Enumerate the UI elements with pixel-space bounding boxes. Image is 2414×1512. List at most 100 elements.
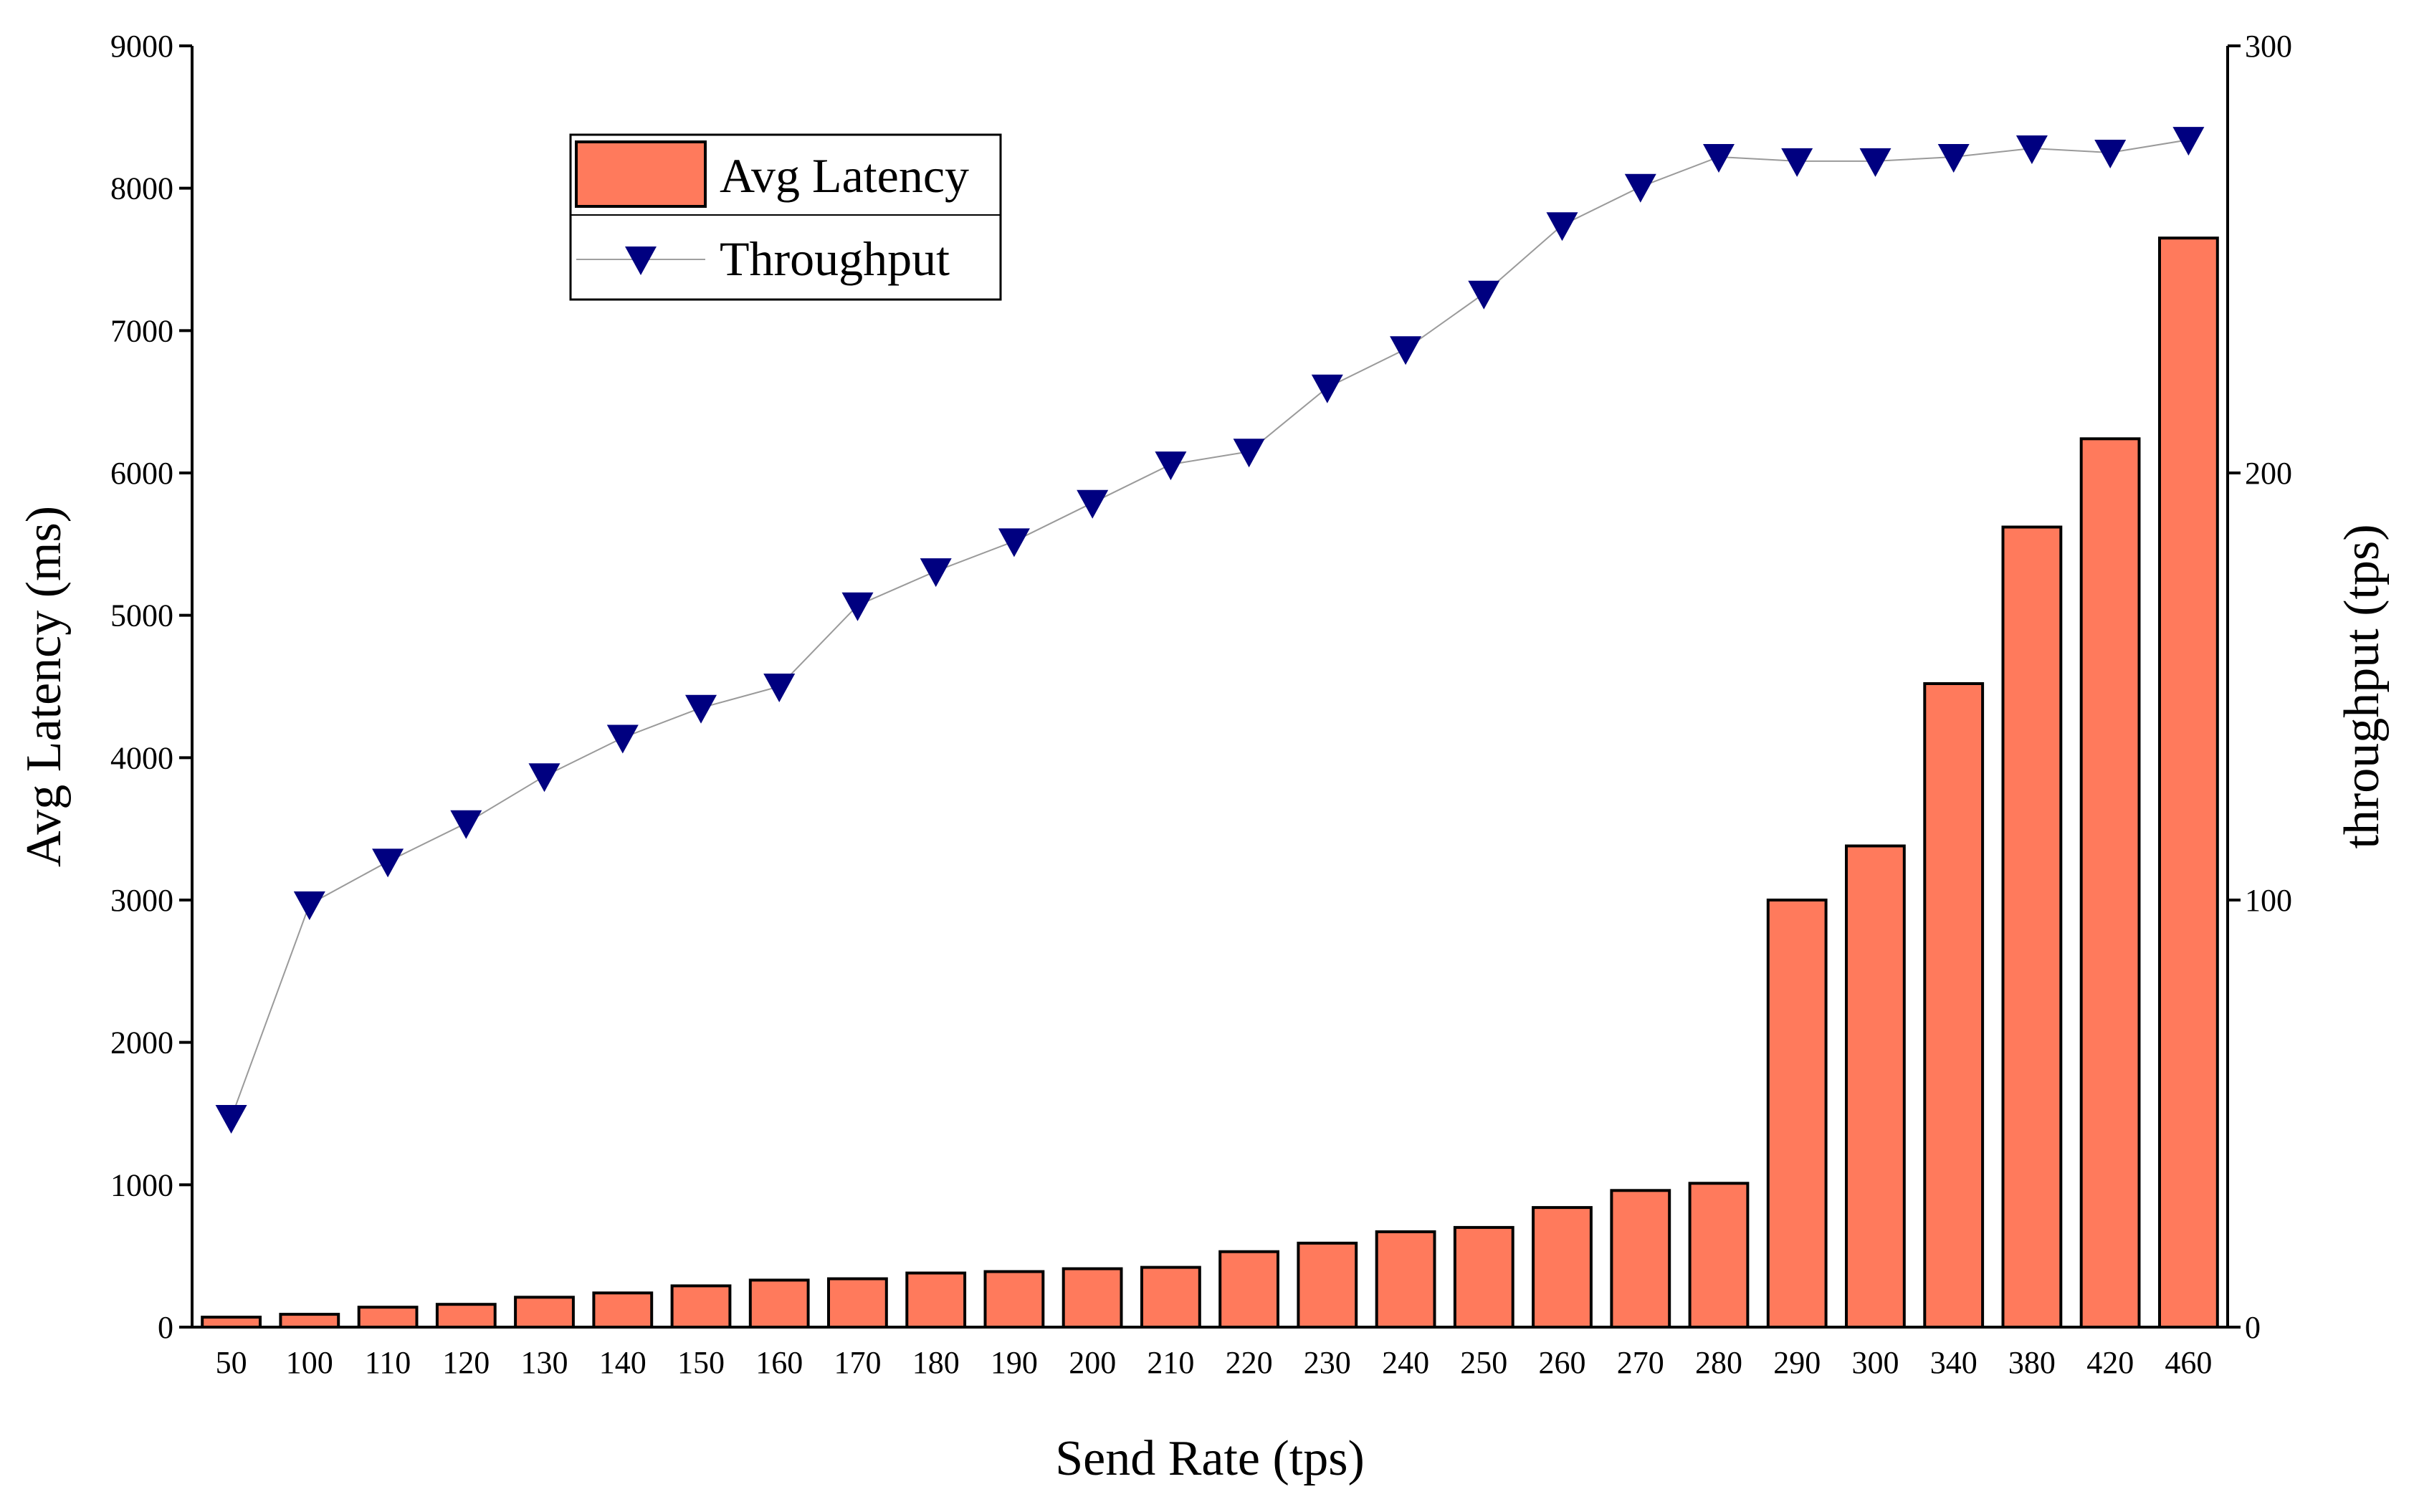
legend-triangle-marker xyxy=(625,247,657,275)
left-tick-label: 5000 xyxy=(110,598,173,633)
latency-bar-50 xyxy=(201,1316,262,1329)
x-axis-title: Send Rate (tps) xyxy=(1055,1431,1365,1486)
latency-bar-180 xyxy=(905,1271,967,1329)
legend: Avg Latency Throughput xyxy=(569,133,1002,301)
x-tick-label: 100 xyxy=(286,1345,333,1380)
left-tick-label: 1000 xyxy=(110,1167,173,1202)
x-tick-label: 460 xyxy=(2165,1345,2212,1380)
throughput-line xyxy=(230,139,2189,1119)
x-tick-label: 170 xyxy=(834,1345,882,1380)
throughput-point-260 xyxy=(1546,212,1578,241)
latency-bar-300 xyxy=(1845,844,1906,1329)
throughput-point-420 xyxy=(2094,140,2127,168)
x-tick-label: 340 xyxy=(1930,1345,1978,1380)
throughput-point-230 xyxy=(1311,374,1343,403)
x-tick-label: 150 xyxy=(677,1345,725,1380)
throughput-point-340 xyxy=(1937,144,1970,173)
throughput-point-160 xyxy=(763,674,796,702)
throughput-point-200 xyxy=(1077,489,1109,519)
throughput-point-110 xyxy=(372,848,404,878)
left-tick-label: 3000 xyxy=(110,883,173,918)
legend-bar-swatch xyxy=(575,140,707,208)
latency-bar-420 xyxy=(2079,437,2141,1329)
throughput-point-170 xyxy=(841,592,874,621)
x-tick-label: 180 xyxy=(912,1345,960,1380)
latency-bar-230 xyxy=(1297,1241,1358,1329)
x-tick-label: 200 xyxy=(1069,1345,1116,1380)
latency-bar-140 xyxy=(592,1291,654,1329)
latency-bar-220 xyxy=(1218,1250,1279,1329)
x-tick-label: 260 xyxy=(1539,1345,1586,1380)
left-tick-label: 2000 xyxy=(110,1025,173,1061)
throughput-point-150 xyxy=(685,694,717,724)
latency-bar-290 xyxy=(1766,899,1828,1329)
throughput-point-250 xyxy=(1468,280,1500,310)
latency-bar-100 xyxy=(279,1313,340,1329)
latency-bar-130 xyxy=(514,1296,575,1329)
latency-bar-340 xyxy=(1923,682,1985,1329)
latency-bar-120 xyxy=(435,1303,497,1329)
throughput-point-300 xyxy=(1859,148,1891,177)
x-tick-label: 140 xyxy=(599,1345,647,1380)
throughput-point-210 xyxy=(1155,451,1187,481)
latency-bar-160 xyxy=(748,1278,810,1329)
latency-bar-460 xyxy=(2158,236,2219,1329)
x-tick-label: 220 xyxy=(1226,1345,1273,1380)
latency-bar-280 xyxy=(1688,1182,1750,1329)
throughput-point-270 xyxy=(1624,173,1656,203)
y-axis-title: Avg Latency (ms) xyxy=(16,506,72,867)
left-ticks: 0 1000 2000 3000 4000 5000 6000 7000 8000 9000 xyxy=(110,29,192,1345)
throughput-line-layer xyxy=(215,127,2205,1134)
latency-bar-270 xyxy=(1610,1189,1671,1329)
throughput-point-220 xyxy=(1233,439,1265,468)
left-tick-label: 6000 xyxy=(110,456,173,491)
throughput-point-130 xyxy=(528,763,560,793)
left-tick-label: 4000 xyxy=(110,740,173,775)
x-tick-label: 290 xyxy=(1773,1345,1821,1380)
throughput-point-180 xyxy=(920,558,952,588)
throughput-point-120 xyxy=(450,810,482,839)
x-tick-label: 250 xyxy=(1460,1345,1507,1380)
x-tick-label: 420 xyxy=(2086,1345,2134,1380)
throughput-point-290 xyxy=(1781,148,1813,177)
throughput-point-100 xyxy=(293,891,325,920)
x-ticks: 50 100 110 120 130 140 150 160 170 180 190 200 210 22… xyxy=(216,1345,2213,1380)
x-tick-label: 300 xyxy=(1852,1345,1899,1380)
legend-entry-throughput: Throughput xyxy=(720,231,950,286)
x-tick-label: 210 xyxy=(1147,1345,1194,1380)
latency-bar-200 xyxy=(1062,1267,1123,1329)
x-tick-label: 130 xyxy=(521,1345,568,1380)
axes-layer xyxy=(191,46,2229,1329)
x-tick-label: 230 xyxy=(1304,1345,1351,1380)
x-tick-label: 160 xyxy=(755,1345,803,1380)
throughput-point-190 xyxy=(998,528,1030,558)
x-tick-label: 50 xyxy=(216,1345,247,1380)
left-tick-label: 9000 xyxy=(110,29,173,64)
right-tick-label: 200 xyxy=(2245,456,2292,491)
latency-bar-380 xyxy=(2001,525,2063,1329)
latency-bar-260 xyxy=(1532,1206,1593,1329)
x-tick-label: 380 xyxy=(2008,1345,2056,1380)
right-tick-label: 0 xyxy=(2245,1310,2261,1345)
latency-bar-250 xyxy=(1453,1225,1514,1329)
throughput-point-380 xyxy=(2015,135,2048,164)
x-tick-label: 280 xyxy=(1695,1345,1742,1380)
bars-layer xyxy=(201,236,2219,1329)
throughput-point-50 xyxy=(215,1105,247,1134)
latency-bar-150 xyxy=(670,1284,732,1329)
throughput-point-240 xyxy=(1390,336,1422,365)
latency-bar-210 xyxy=(1140,1265,1201,1329)
latency-bar-110 xyxy=(357,1306,419,1329)
x-tick-label: 120 xyxy=(442,1345,490,1380)
latency-bar-190 xyxy=(983,1270,1045,1329)
y2-axis-title: throughput (tps) xyxy=(2334,524,2390,848)
x-tick-label: 190 xyxy=(991,1345,1038,1380)
legend-entry-avg-latency: Avg Latency xyxy=(720,148,969,203)
right-ticks: 0 100 200 300 xyxy=(2228,29,2292,1345)
throughput-point-460 xyxy=(2172,127,2205,156)
left-tick-label: 0 xyxy=(158,1310,173,1345)
x-tick-label: 270 xyxy=(1617,1345,1664,1380)
x-tick-label: 240 xyxy=(1382,1345,1429,1380)
throughput-point-280 xyxy=(1703,144,1735,173)
